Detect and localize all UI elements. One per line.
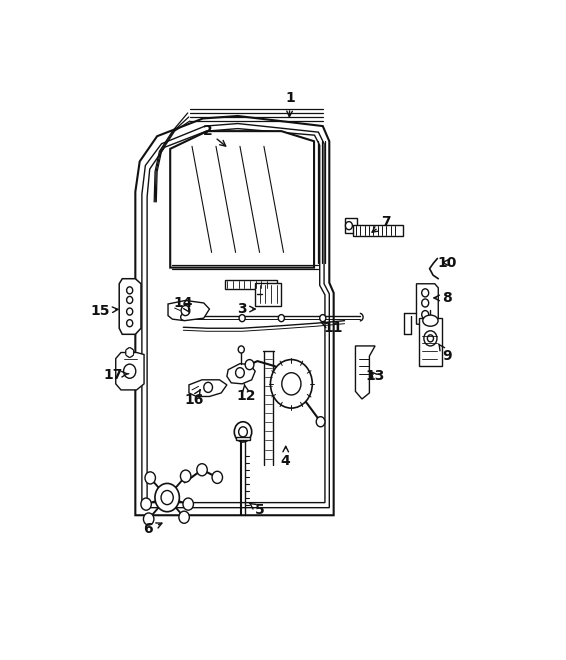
Circle shape: [143, 513, 154, 525]
Text: 6: 6: [144, 523, 162, 537]
Circle shape: [239, 427, 247, 437]
Circle shape: [197, 464, 207, 476]
Circle shape: [145, 472, 156, 484]
Circle shape: [345, 222, 353, 230]
Circle shape: [271, 360, 312, 408]
Circle shape: [212, 471, 222, 483]
Text: 14: 14: [174, 296, 193, 313]
Circle shape: [427, 335, 434, 342]
Text: 1: 1: [285, 91, 295, 117]
Polygon shape: [115, 352, 144, 390]
Text: 5: 5: [250, 503, 264, 517]
Polygon shape: [170, 131, 314, 267]
Circle shape: [422, 311, 428, 319]
Circle shape: [239, 315, 245, 321]
Polygon shape: [225, 280, 277, 289]
Circle shape: [245, 360, 254, 370]
Polygon shape: [345, 218, 357, 233]
Text: 10: 10: [438, 255, 457, 269]
Circle shape: [422, 299, 428, 307]
Polygon shape: [227, 364, 255, 384]
Circle shape: [181, 470, 191, 482]
Polygon shape: [255, 282, 281, 306]
Text: 16: 16: [185, 390, 204, 407]
Ellipse shape: [423, 315, 438, 326]
Circle shape: [181, 306, 190, 315]
Text: 4: 4: [281, 446, 290, 468]
Circle shape: [282, 373, 301, 395]
Text: 2: 2: [203, 124, 226, 146]
Circle shape: [235, 368, 245, 378]
Text: 12: 12: [237, 384, 256, 403]
Text: 13: 13: [366, 369, 385, 383]
Circle shape: [127, 319, 132, 327]
Text: 3: 3: [237, 302, 255, 316]
Circle shape: [127, 296, 132, 304]
Polygon shape: [417, 284, 438, 324]
Circle shape: [204, 382, 212, 393]
Circle shape: [127, 308, 132, 315]
Text: 15: 15: [91, 304, 118, 317]
Text: 9: 9: [439, 344, 452, 363]
Circle shape: [126, 348, 134, 357]
Text: 8: 8: [434, 291, 452, 305]
Polygon shape: [189, 379, 227, 397]
Circle shape: [278, 315, 284, 321]
Bar: [236, 438, 250, 440]
Circle shape: [238, 346, 245, 353]
Polygon shape: [355, 346, 375, 399]
Circle shape: [141, 498, 151, 510]
Text: 17: 17: [104, 368, 129, 381]
Circle shape: [161, 490, 173, 505]
Circle shape: [179, 511, 190, 523]
Polygon shape: [419, 318, 441, 366]
Circle shape: [183, 498, 194, 510]
Circle shape: [320, 315, 326, 321]
Circle shape: [422, 289, 428, 297]
Circle shape: [234, 422, 252, 442]
Polygon shape: [353, 224, 404, 236]
Circle shape: [155, 483, 179, 512]
Circle shape: [123, 364, 136, 378]
Circle shape: [424, 331, 437, 346]
Text: 7: 7: [372, 215, 391, 232]
Polygon shape: [168, 300, 209, 321]
Text: 11: 11: [321, 321, 344, 335]
Circle shape: [127, 287, 132, 294]
Polygon shape: [119, 279, 141, 335]
Circle shape: [316, 416, 325, 427]
Polygon shape: [135, 116, 334, 515]
